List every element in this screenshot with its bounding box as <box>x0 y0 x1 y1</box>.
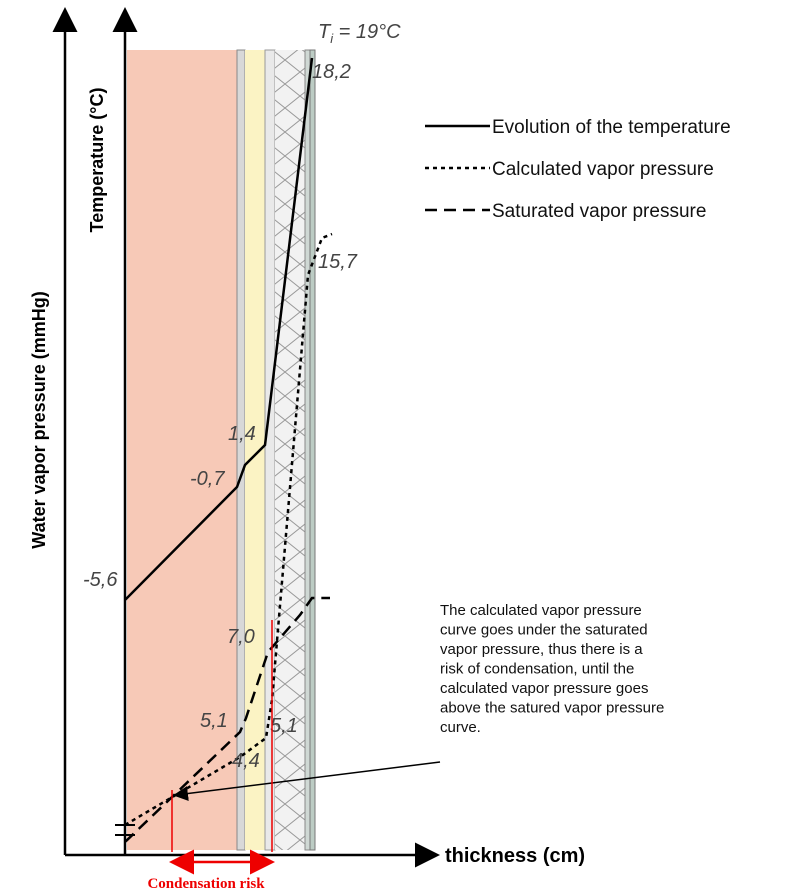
insulation-layer <box>275 50 305 850</box>
annotation-line: curve goes under the saturated <box>440 622 648 639</box>
axis-label: Water vapor pressure (mmHg) <box>29 291 49 548</box>
point-label: 4,4 <box>232 750 260 772</box>
legend-text: Saturated vapor pressure <box>492 201 706 222</box>
axis-label: thickness (cm) <box>445 845 585 867</box>
axis-label: Temperature (°C) <box>87 88 107 233</box>
annotation-line: calculated vapor pressure goes <box>440 680 648 697</box>
annotation: The calculated vapor pressure curve goes … <box>440 602 664 736</box>
point-label: 1,4 <box>228 423 256 445</box>
finish-layer <box>309 49 316 851</box>
symbol: T <box>318 21 332 43</box>
subscript: i <box>330 31 334 46</box>
saturated-vapor-curve <box>124 596 330 843</box>
condensation-label: Condensation risk <box>147 876 265 892</box>
point-label: 5,1 <box>200 710 228 732</box>
brick-layer <box>127 50 237 850</box>
point-label: -5,6 <box>83 569 118 591</box>
temperature-curve <box>124 57 314 601</box>
annotation-line: The calculated vapor pressure <box>440 602 642 619</box>
interior-temp: Ti = 19°C <box>318 21 401 46</box>
annotation-line: above the satured vapor pressure <box>440 700 664 717</box>
air-layer <box>245 50 265 850</box>
annotation-line: curve. <box>440 719 481 736</box>
annotation-arrow <box>173 761 441 801</box>
point-label: 7,0 <box>227 626 255 648</box>
point-label: 5,1 <box>270 715 298 737</box>
legend-text: Calculated vapor pressure <box>492 159 714 180</box>
point-label: 18,2 <box>312 61 351 83</box>
point-label: -0,7 <box>190 468 225 490</box>
point-label: 15,7 <box>318 251 358 273</box>
barrier-layer <box>304 49 311 851</box>
legend-text: Evolution of the temperature <box>492 117 731 138</box>
annotation-line: risk of condensation, until the <box>440 661 634 678</box>
annotation-line: vapor pressure, thus there is a <box>440 641 643 658</box>
value: = 19°C <box>333 21 401 43</box>
